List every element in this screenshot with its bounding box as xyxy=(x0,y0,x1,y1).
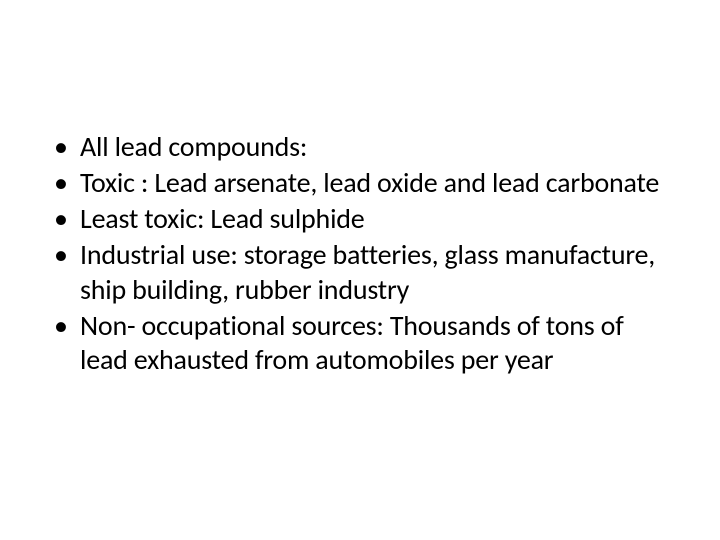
list-item: Non- occupational sources: Thousands of … xyxy=(54,309,666,377)
list-item: All lead compounds: xyxy=(54,130,666,164)
slide: All lead compounds: Toxic : Lead arsenat… xyxy=(0,0,720,540)
list-item: Toxic : Lead arsenate, lead oxide and le… xyxy=(54,166,666,200)
list-item: Least toxic: Lead sulphide xyxy=(54,202,666,236)
bullet-list: All lead compounds: Toxic : Lead arsenat… xyxy=(54,130,666,379)
list-item: Industrial use: storage batteries, glass… xyxy=(54,238,666,306)
